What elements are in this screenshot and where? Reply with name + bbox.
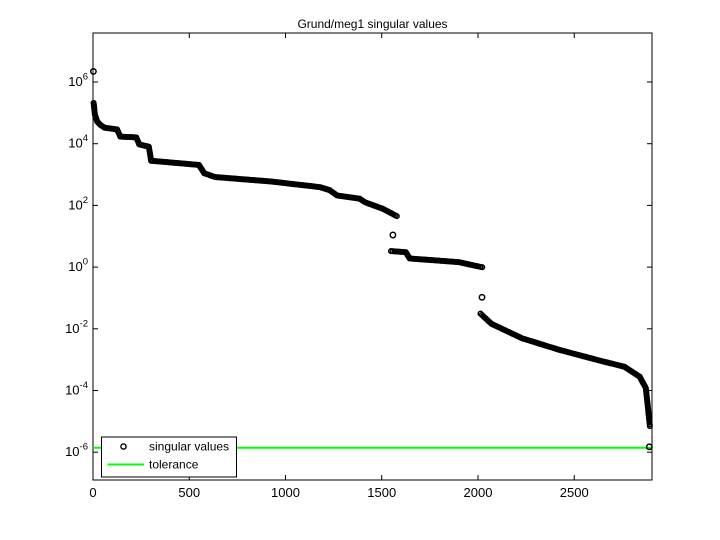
singular-value-point <box>645 443 653 451</box>
singular-value-point <box>393 213 400 220</box>
singular-values-series <box>89 67 653 451</box>
x-tick-label-0: 0 <box>89 485 96 500</box>
singular-value-point <box>478 293 486 301</box>
legend-label-singular-values: singular values <box>149 440 229 454</box>
singular-value-point <box>479 264 486 271</box>
x-tick-label-2500: 2500 <box>560 485 589 500</box>
y-tick-label-10e2: 102 <box>68 195 88 213</box>
x-tick-label-1000: 1000 <box>271 485 300 500</box>
singular-value-point <box>389 231 397 239</box>
singular-value-point <box>89 67 97 75</box>
plot-area: 0 500 1000 1500 2000 2500 106 104 102 100 10-2 10-4… <box>65 32 653 500</box>
legend[interactable]: singular values tolerance <box>101 436 237 478</box>
y-tick-label-10e-6: 10-6 <box>65 442 88 460</box>
legend-label-tolerance: tolerance <box>149 458 199 472</box>
singular-value-point <box>646 423 653 430</box>
y-tick-label-10e-4: 10-4 <box>65 380 88 398</box>
x-tick-label-2000: 2000 <box>464 485 493 500</box>
y-tick-label-10e4: 104 <box>68 133 88 151</box>
y-tick-label-10e0: 100 <box>68 257 88 275</box>
x-tick-label-500: 500 <box>178 485 200 500</box>
y-tick-label-10e6: 106 <box>68 72 88 90</box>
y-tick-label-10e-2: 10-2 <box>65 318 88 336</box>
plot-border <box>92 32 653 481</box>
legend-singular-values-marker-icon <box>120 443 127 450</box>
plot-title: Grund/meg1 singular values <box>297 17 447 31</box>
x-tick-label-1500: 1500 <box>367 485 396 500</box>
